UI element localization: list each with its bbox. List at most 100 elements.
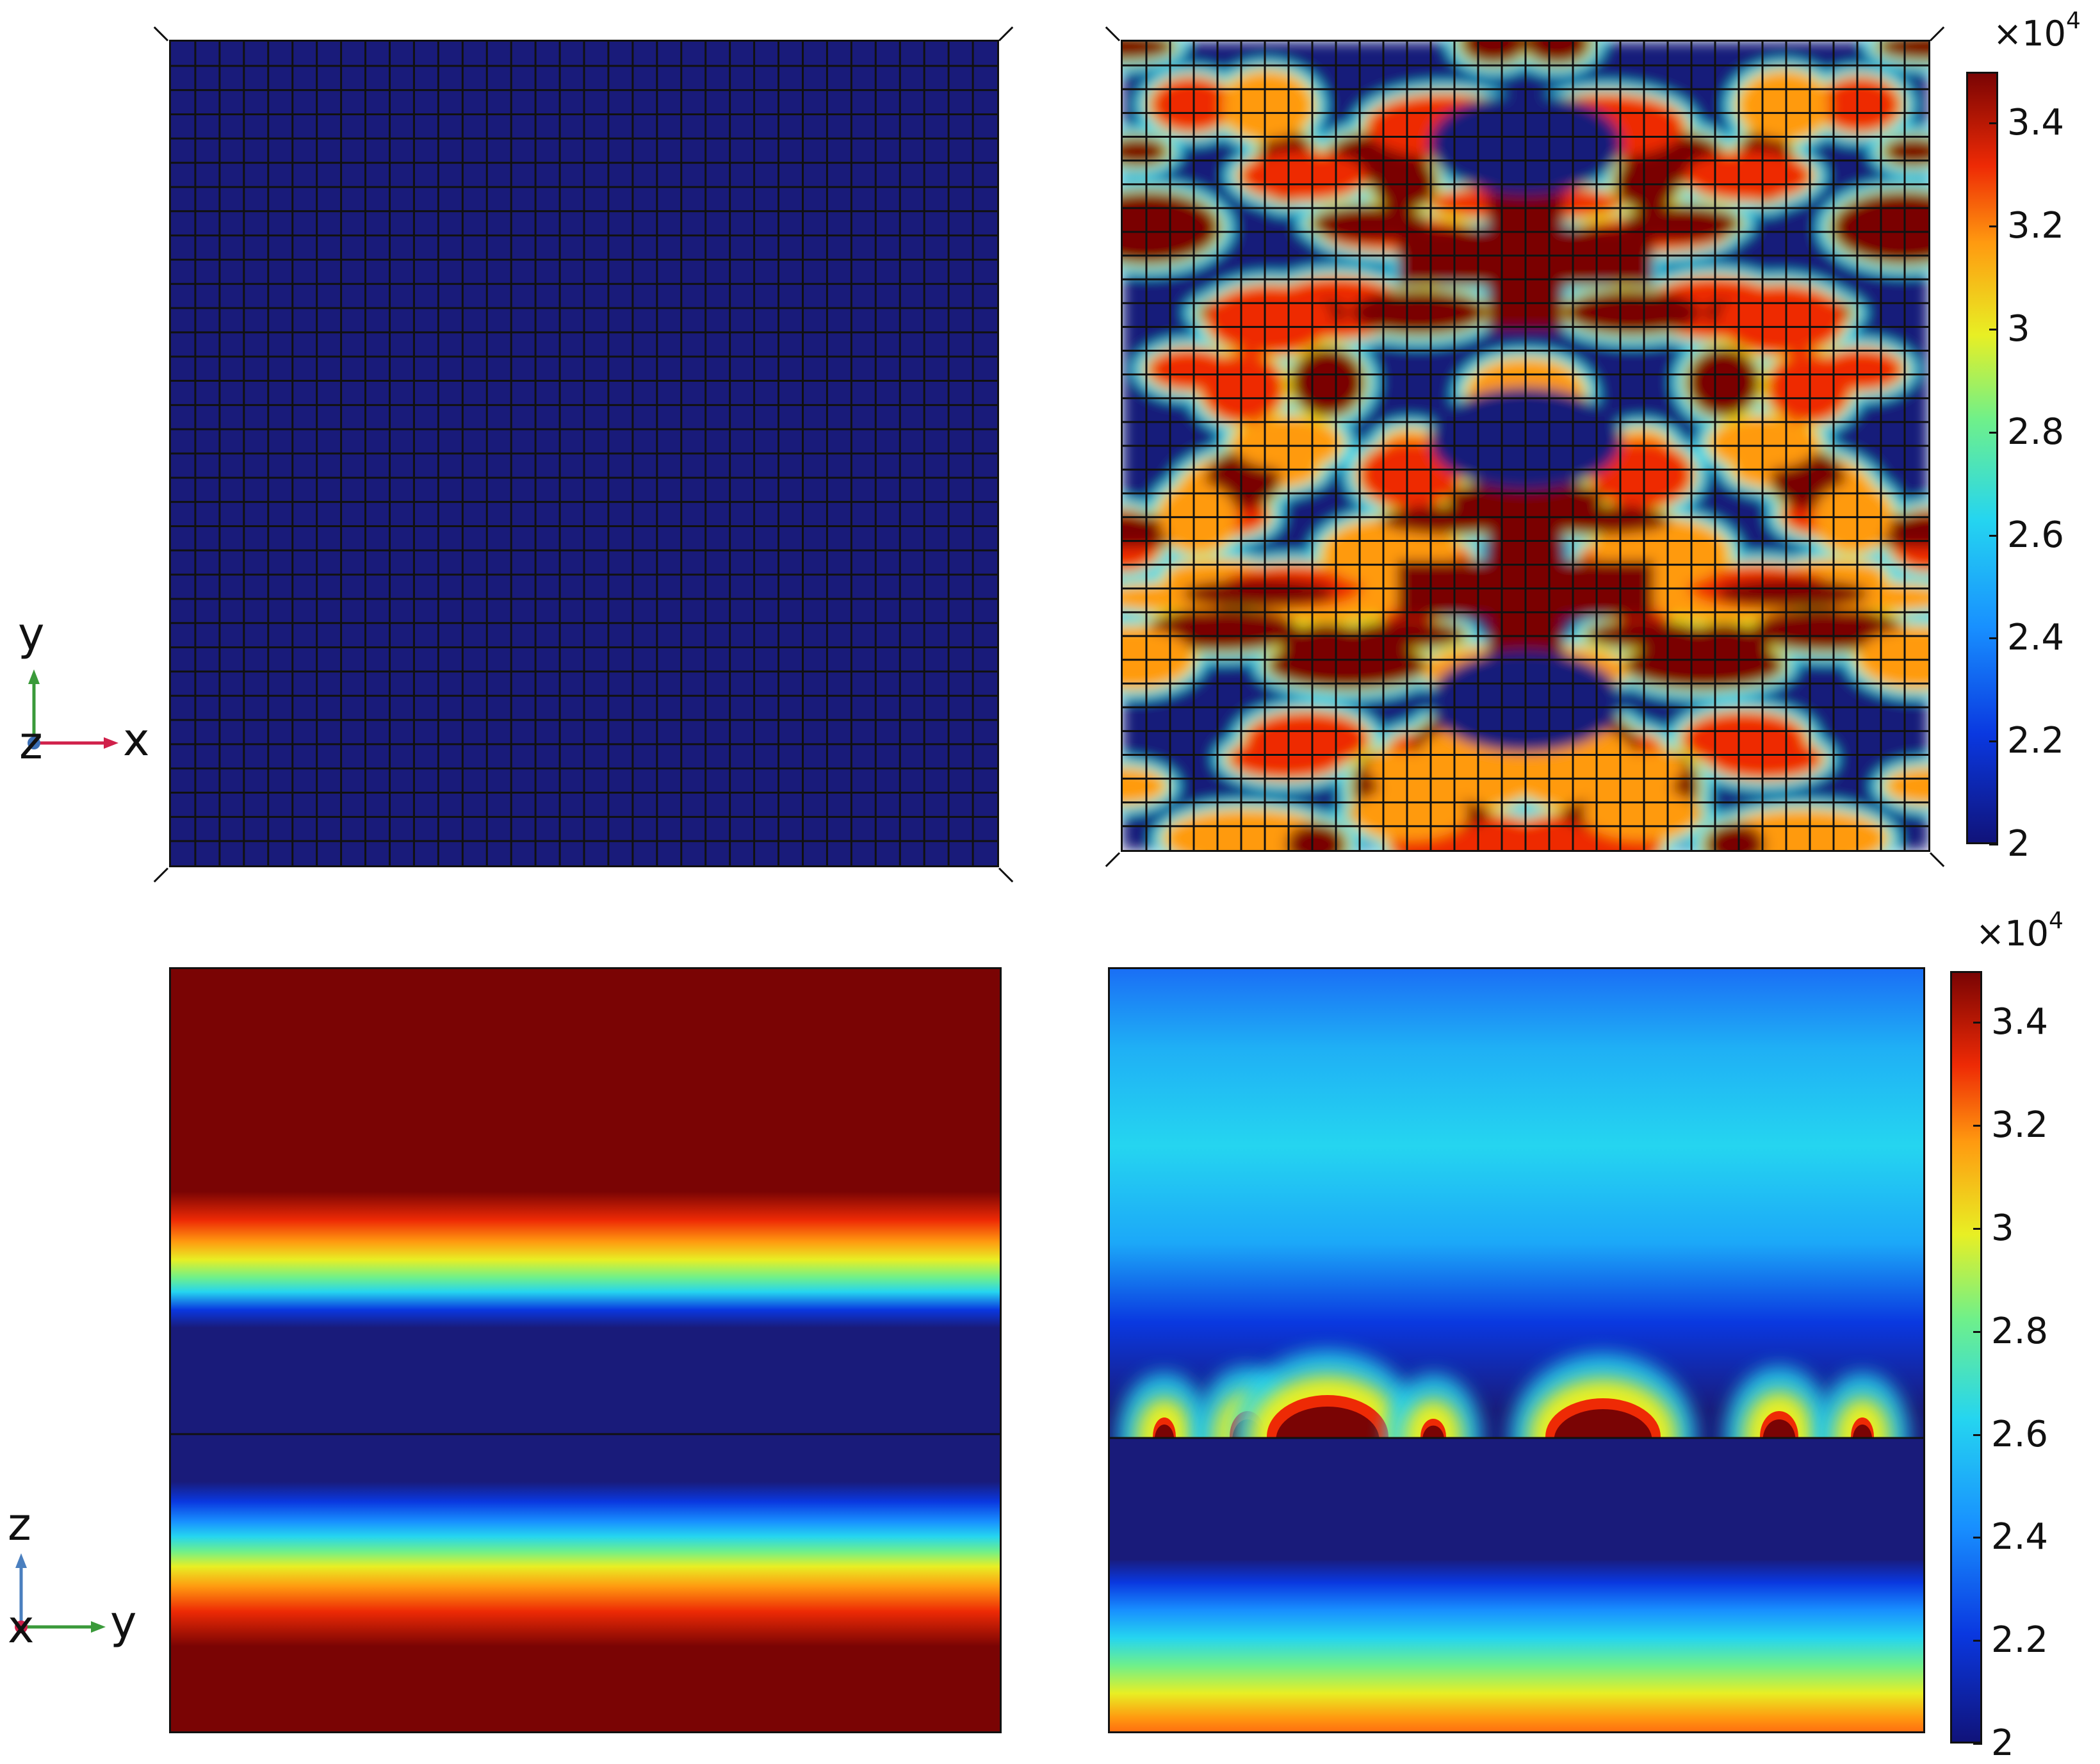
field-blob-hot <box>1206 284 1334 355</box>
colorbar-tick-label: 2.8 <box>1991 1310 2049 1352</box>
field-blob-hot <box>1532 505 1670 535</box>
field-blob-hot <box>1684 151 1812 201</box>
colorbar-bottom <box>1950 971 1982 1744</box>
field-blob-hot <box>1524 42 1591 65</box>
colorbar-tick-label: 3 <box>2007 308 2030 350</box>
colorbar-tick-label: 3.4 <box>2007 102 2065 144</box>
colorbar-bottom-exponent: ×104 <box>1976 908 2063 954</box>
colorbar-tick-label: 3.4 <box>1991 1001 2049 1043</box>
colorbar-tick-label: 3.2 <box>2007 205 2065 247</box>
corner-tick <box>153 867 169 883</box>
triad-x-label: x <box>8 1601 35 1653</box>
colorbar-tick-mark <box>1973 1640 1982 1642</box>
colorbar-tick-mark <box>1973 1125 1982 1127</box>
field-blob-hot <box>1147 348 1232 391</box>
colorbar-tick-label: 2 <box>2007 823 2030 865</box>
mesh-field-top-right <box>1123 42 1928 850</box>
field-blob-hot <box>1704 822 1765 850</box>
colorbar-tick-mark <box>1989 637 1998 640</box>
colorbar-tick-mark <box>1989 740 1998 743</box>
field-blob-hot <box>1739 71 1830 140</box>
corner-tick <box>1929 852 1945 867</box>
colorbar-tick-label: 3 <box>1991 1207 2014 1249</box>
colorbar-tick-mark <box>1989 225 1998 228</box>
field-blob-hot <box>1146 608 1299 652</box>
triad-z-label: z <box>8 1498 31 1551</box>
field-blob-hot <box>1819 348 1904 391</box>
field-blob-hot <box>1614 156 1679 211</box>
exponent-power: 4 <box>2065 8 2081 34</box>
plot-top-right-mesh <box>1121 40 1930 852</box>
triad-y-label: y <box>18 608 45 660</box>
field-blob-hot <box>1221 71 1312 140</box>
colorbar-tick-mark <box>1989 122 1998 125</box>
corner-tick <box>1105 852 1121 867</box>
colorbar-tick-mark <box>1989 431 1998 434</box>
field-blob-hot <box>1346 620 1466 649</box>
colorbar-gradient <box>1952 973 1980 1742</box>
colorbar-tick-label: 2.2 <box>2007 720 2065 762</box>
section-field-bottom-right <box>1110 969 1923 1731</box>
colorbar-tick-label: 2.4 <box>1991 1516 2049 1558</box>
exponent-base: ×10 <box>1993 13 2066 54</box>
colorbar-gradient <box>1968 74 1996 842</box>
field-blob-hot <box>1710 417 1819 470</box>
exponent-power: 4 <box>2048 908 2063 934</box>
field-blob-hot <box>1228 738 1344 780</box>
triad-x-label: x <box>123 714 150 766</box>
field-blob-hot <box>1381 505 1519 535</box>
field-blob-hot <box>1583 787 1698 840</box>
field-blob-hot <box>1716 579 1869 608</box>
axis-triad-yz: z y x <box>6 1496 147 1656</box>
field-blob-hot <box>1351 290 1486 335</box>
field-blob-hot <box>1818 76 1901 133</box>
colorbar-tick-label: 2.6 <box>2007 514 2065 556</box>
field-blob-hot <box>1883 137 1928 166</box>
field-blob-hot <box>1707 738 1823 780</box>
colorbar-tick-label: 3.2 <box>1991 1104 2049 1147</box>
colorbar-tick-mark <box>1973 1537 1982 1539</box>
field-blob-hot <box>1123 769 1166 803</box>
triad-arrows <box>28 669 118 749</box>
field-blob-hot <box>1290 347 1365 418</box>
colorbar-tick-label: 2.4 <box>2007 617 2065 659</box>
field-blob-hot <box>1286 822 1347 850</box>
axis-triad-xy: y x z <box>13 608 149 769</box>
mesh-field-top-left <box>171 42 997 865</box>
field-blob-hot <box>1858 627 1928 688</box>
plot-top-left-mesh <box>169 40 999 867</box>
colorbar-tick-mark <box>1989 844 1998 845</box>
colorbar-top-exponent: ×104 <box>1993 8 2081 54</box>
triad-y-label: y <box>110 1596 137 1649</box>
lower-dark-band <box>1110 1439 1923 1560</box>
field-blob-hot <box>1372 156 1437 211</box>
field-blob-hot <box>1123 627 1193 688</box>
colorbar-tick-mark <box>1973 1330 1982 1333</box>
field-blob-hot <box>1150 76 1233 133</box>
field-blob-hot <box>1232 417 1341 470</box>
colorbar-tick-mark <box>1973 1433 1982 1436</box>
triad-z-label: z <box>19 717 43 769</box>
corner-tick <box>153 26 169 42</box>
corner-tick <box>998 867 1014 883</box>
colorbar-tick-label: 2.6 <box>1991 1413 2049 1455</box>
field-blob-hot <box>1353 787 1468 840</box>
colorbar-tick-mark <box>1973 1743 1982 1745</box>
corner-tick <box>1929 26 1945 42</box>
colorbar-tick-label: 2.2 <box>1991 1619 2049 1662</box>
colorbar-tick-mark <box>1973 1228 1982 1230</box>
colorbar-top <box>1966 72 1998 844</box>
field-blob-hot <box>1686 347 1761 418</box>
field-blob-hot <box>1239 151 1367 201</box>
field-blob-hot <box>1885 769 1928 803</box>
mesh-grid <box>171 42 997 865</box>
corner-tick <box>1105 26 1121 42</box>
field-blob-hot <box>1182 579 1335 608</box>
field-blob-hot <box>1460 42 1527 65</box>
colorbar-tick-mark <box>1989 534 1998 537</box>
colorbar-tick-label: 2 <box>1991 1722 2014 1764</box>
triad-arrows <box>15 1553 106 1633</box>
colorbar-tick-mark <box>1989 329 1998 331</box>
field-blob-hot <box>1565 290 1700 335</box>
section-field-bottom-left <box>171 969 1000 1731</box>
